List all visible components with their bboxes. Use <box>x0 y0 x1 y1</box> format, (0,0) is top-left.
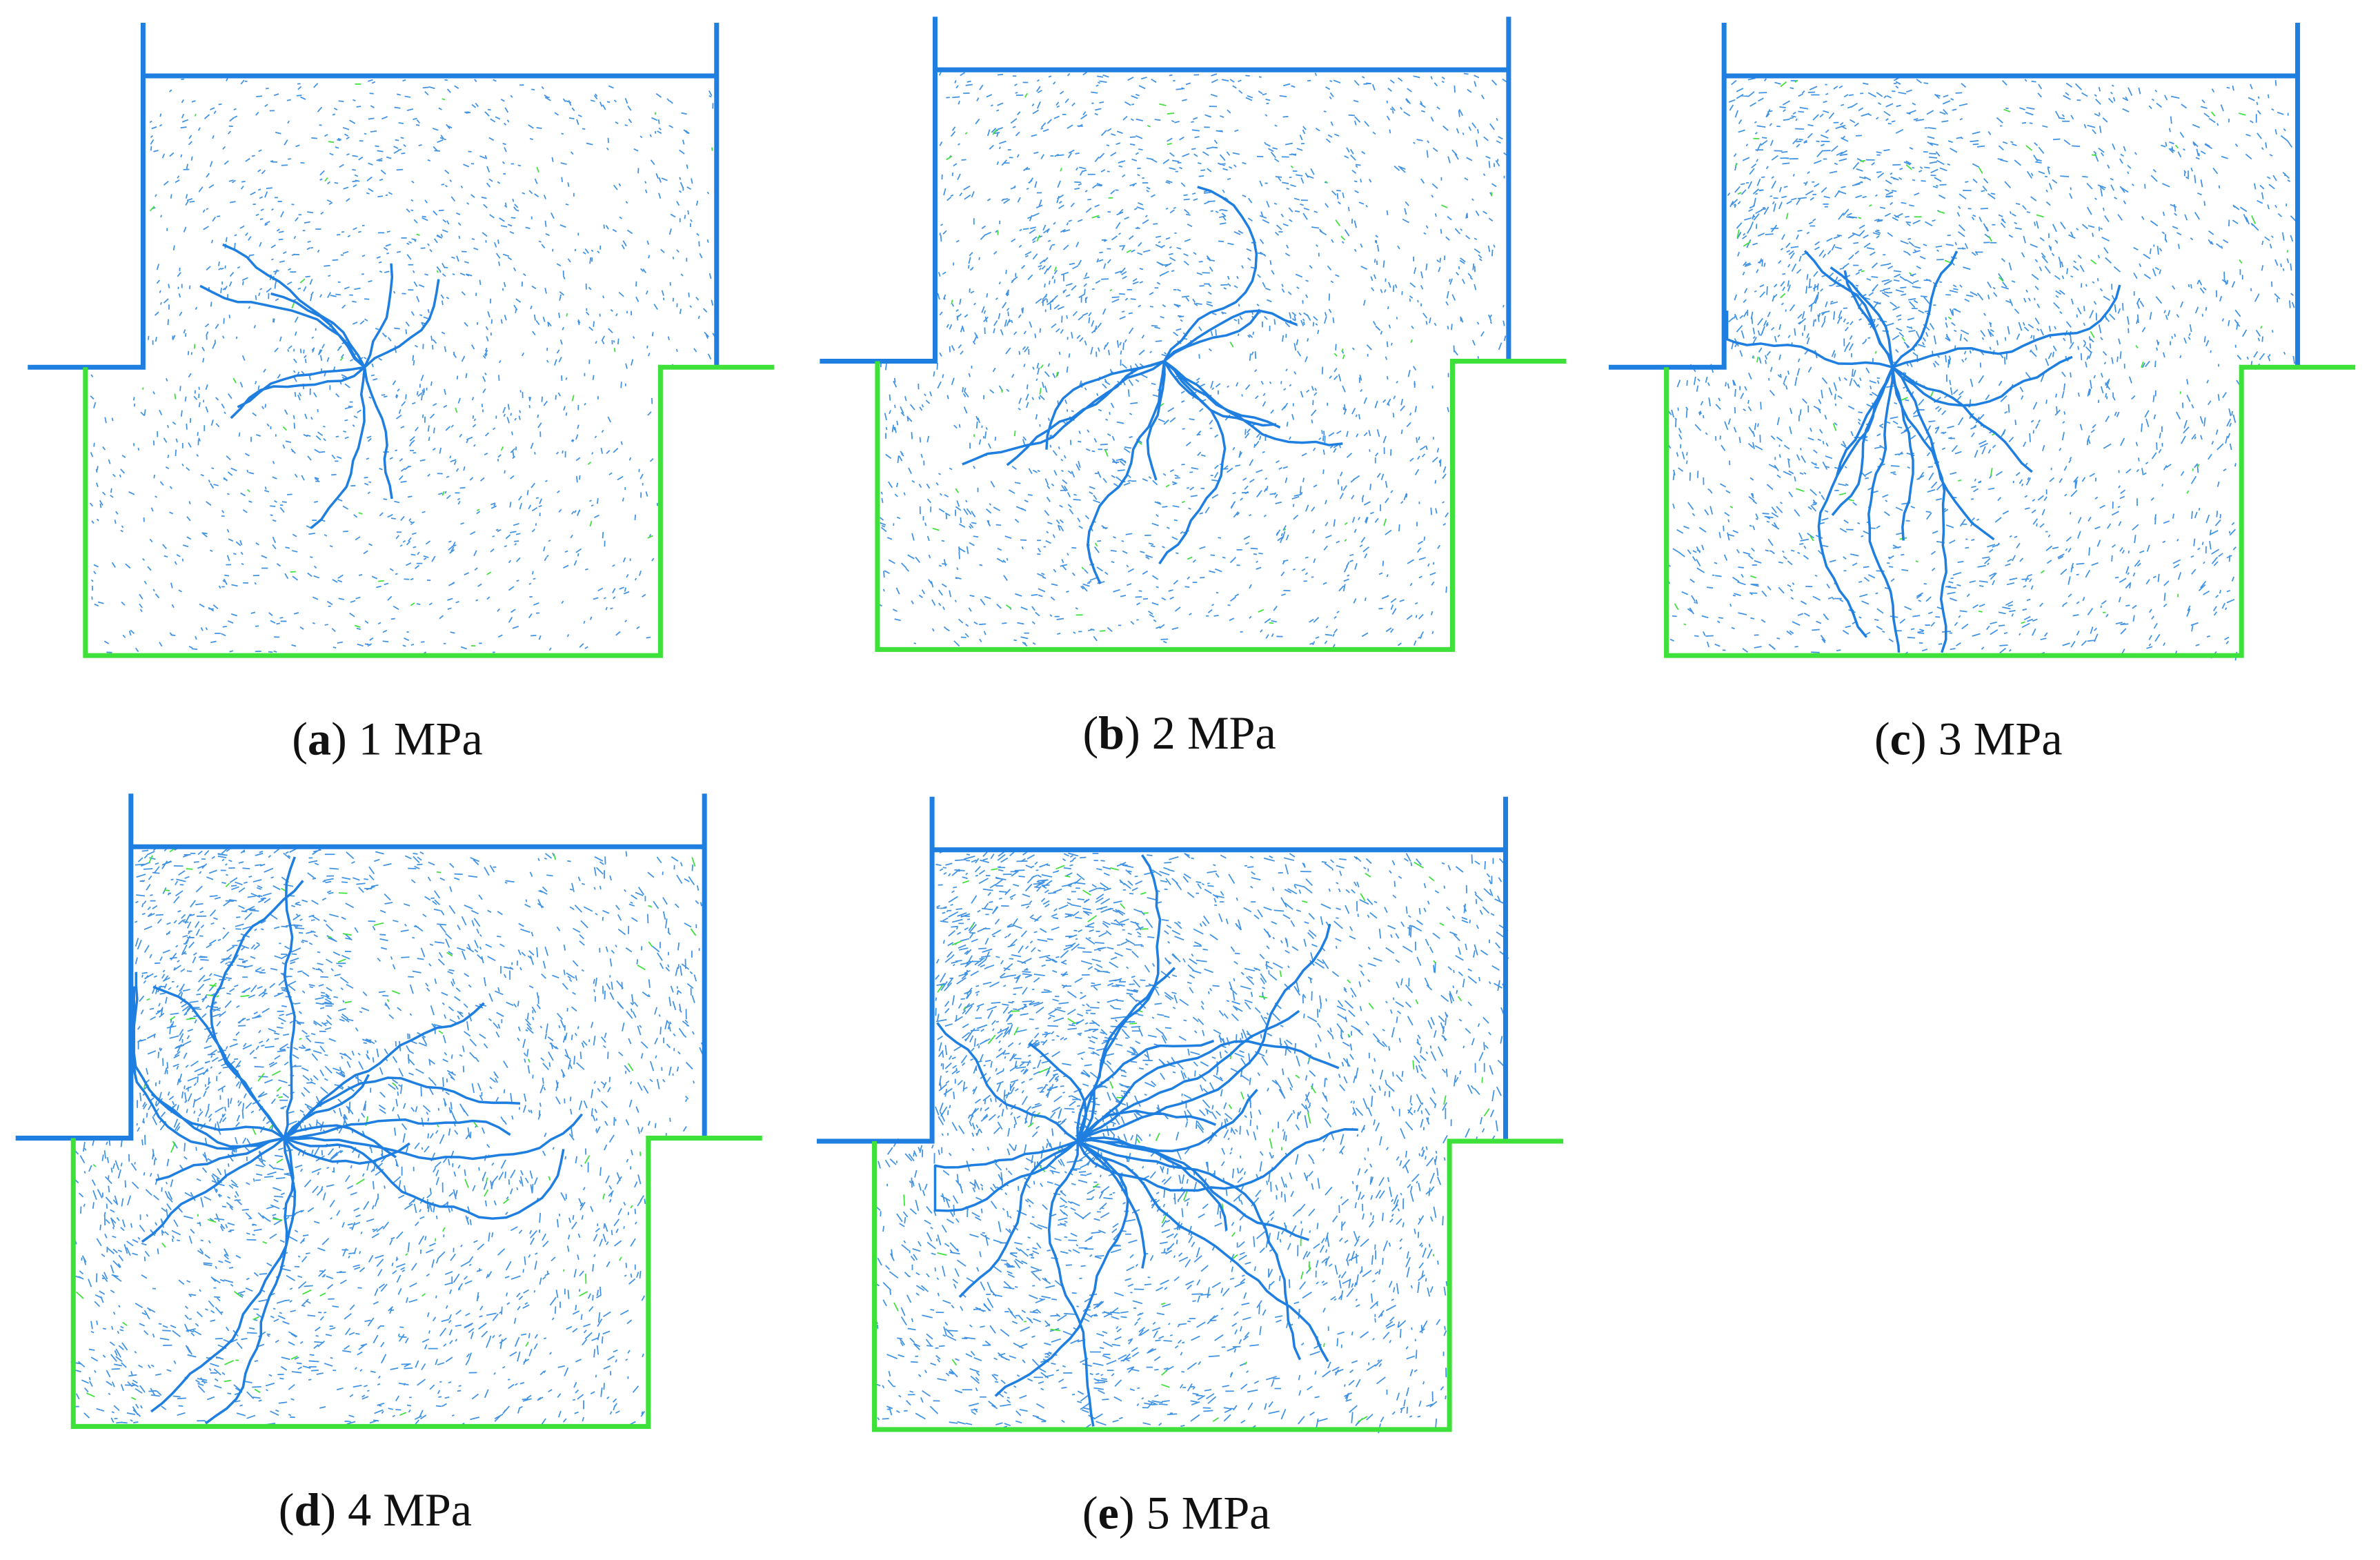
upper-frame <box>816 796 1508 1144</box>
main-cracks <box>962 186 1343 584</box>
panel: (d) 4 MPa <box>15 793 762 1536</box>
lower-frame <box>70 1136 762 1429</box>
caption-letter: e <box>1098 1486 1119 1539</box>
caption-text: ) 4 MPa <box>320 1483 472 1536</box>
caption-text: ) 2 MPa <box>1124 707 1276 759</box>
caption-open: ( <box>292 712 308 764</box>
panel-caption: (e) 5 MPa <box>1082 1486 1271 1539</box>
caption-text: ) 3 MPa <box>1911 712 2063 764</box>
panel-caption: (d) 4 MPa <box>279 1483 472 1536</box>
crack-field-green <box>75 847 697 1416</box>
panel: (b) 2 MPa <box>820 17 1567 759</box>
caption-text: ) 1 MPa <box>331 712 483 764</box>
panel-caption: (b) 2 MPa <box>1082 707 1276 759</box>
crack-field-green <box>932 92 1493 632</box>
caption-open: ( <box>1082 1486 1098 1539</box>
upper-frame <box>15 793 707 1141</box>
crack-field <box>70 844 706 1427</box>
panel: (e) 5 MPa <box>816 796 1564 1539</box>
caption-letter: d <box>294 1483 320 1536</box>
crack-field <box>878 71 1508 650</box>
upper-frame <box>28 22 720 370</box>
caption-letter: a <box>308 712 331 764</box>
caption-letter: b <box>1098 707 1124 759</box>
caption-open: ( <box>1874 712 1890 764</box>
upper-frame <box>820 17 1511 364</box>
crack-field-green <box>893 861 1490 1423</box>
lower-frame <box>83 364 775 658</box>
lower-frame <box>872 1138 1564 1432</box>
main-cracks <box>199 243 440 529</box>
crack-field <box>89 77 716 655</box>
lower-frame <box>1664 364 2356 658</box>
lower-frame <box>875 358 1567 652</box>
panel: (c) 3 MPa <box>1609 22 2356 764</box>
caption-open: ( <box>279 1483 295 1536</box>
caption-open: ( <box>1082 707 1098 759</box>
crack-field-green <box>142 83 713 646</box>
panel: (a) 1 MPa <box>28 22 775 764</box>
upper-frame <box>1609 22 2301 370</box>
main-cracks <box>933 854 1358 1427</box>
panel-caption: (c) 3 MPa <box>1874 712 2063 764</box>
caption-letter: c <box>1890 712 1911 764</box>
crack-field-green <box>1674 79 2288 626</box>
crack-field <box>873 847 1509 1434</box>
main-cracks <box>132 856 584 1425</box>
crack-field <box>1664 77 2297 661</box>
main-cracks <box>1725 250 2121 653</box>
panel-caption: (a) 1 MPa <box>292 712 482 764</box>
caption-text: ) 5 MPa <box>1119 1486 1271 1539</box>
